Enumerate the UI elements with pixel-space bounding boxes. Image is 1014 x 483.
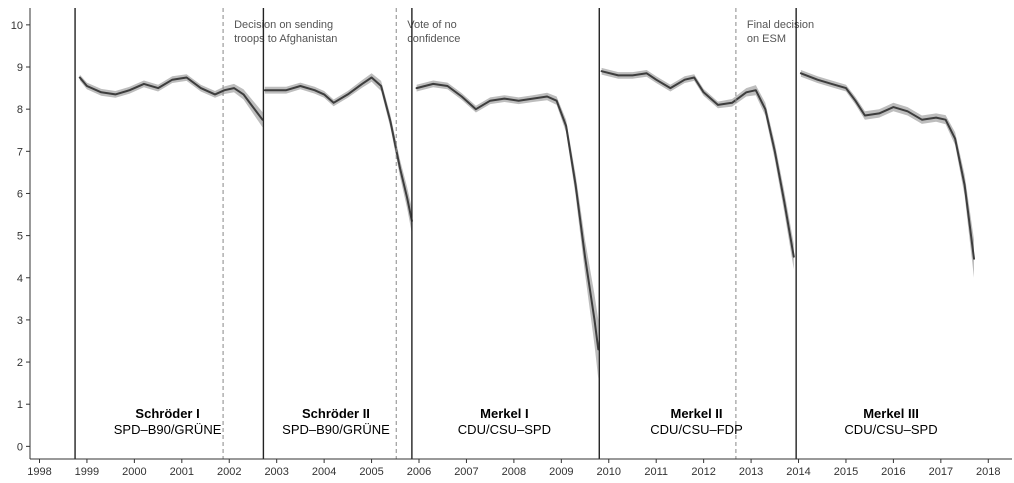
x-tick-label-2009: 2009 — [549, 466, 573, 478]
x-tick-label-2006: 2006 — [407, 466, 431, 478]
y-tick-label-7: 7 — [17, 146, 23, 158]
confidence-band-2 — [264, 73, 412, 234]
x-tick-label-2003: 2003 — [264, 466, 288, 478]
event-label-1-line-2: troops to Afghanistan — [234, 33, 337, 45]
event-label-3-line-1: Final decision — [747, 19, 814, 31]
government-coalition-2: SPD–B90/GRÜNE — [282, 422, 390, 437]
government-name-2: Schröder II — [302, 406, 370, 421]
y-tick-label-8: 8 — [17, 104, 23, 116]
x-tick-label-2012: 2012 — [691, 466, 715, 478]
y-tick-label-0: 0 — [17, 441, 23, 453]
series-line-5 — [799, 72, 975, 260]
government-coalition-1: SPD–B90/GRÜNE — [114, 422, 222, 437]
series-lines — [78, 70, 975, 351]
confidence-bands — [79, 67, 974, 379]
x-tick-label-1999: 1999 — [75, 466, 99, 478]
series-line-3 — [415, 82, 600, 351]
event-label-3-line-2: on ESM — [747, 33, 786, 45]
y-tick-label-9: 9 — [17, 62, 23, 74]
confidence-band-4 — [601, 67, 794, 270]
axes: 0 1 2 3 4 5 6 7 8 9 10 1998 1999 2000 2001 2002 2003 2004… — [11, 8, 1012, 478]
x-tick-label-2018: 2018 — [976, 466, 1000, 478]
y-tick-label-1: 1 — [17, 399, 23, 411]
government-coalition-3: CDU/CSU–SPD — [458, 422, 551, 437]
y-tick-label-2: 2 — [17, 357, 23, 369]
x-tick-label-2008: 2008 — [502, 466, 526, 478]
event-markers: Decision on sending troops to Afghanistan… — [222, 8, 814, 459]
government-coalition-4: CDU/CSU–FDP — [650, 422, 742, 437]
x-tick-label-2001: 2001 — [170, 466, 194, 478]
x-tick-label-2005: 2005 — [359, 466, 383, 478]
government-name-3: Merkel I — [480, 406, 528, 421]
x-tick-label-2013: 2013 — [739, 466, 763, 478]
series-line-2 — [263, 76, 413, 222]
x-tick-label-2011: 2011 — [644, 466, 668, 478]
x-tick-label-2014: 2014 — [786, 466, 810, 478]
y-tick-label-10: 10 — [11, 20, 23, 32]
y-tick-label-5: 5 — [17, 231, 23, 243]
x-tick-label-1998: 1998 — [27, 466, 51, 478]
event-label-2-line-1: Vote of no — [407, 19, 457, 31]
x-tick-label-2004: 2004 — [312, 466, 336, 478]
series-line-1 — [78, 76, 264, 121]
government-name-4: Merkel II — [671, 406, 723, 421]
government-boundaries — [74, 8, 797, 459]
event-label-1-line-1: Decision on sending — [234, 19, 333, 31]
x-tick-label-2016: 2016 — [881, 466, 905, 478]
government-name-5: Merkel III — [863, 406, 919, 421]
event-label-2-line-2: confidence — [407, 33, 460, 45]
x-tick-label-2000: 2000 — [122, 466, 146, 478]
confidence-band-5 — [800, 70, 974, 278]
x-tick-label-2017: 2017 — [929, 466, 953, 478]
confidence-band-1 — [79, 74, 263, 128]
x-tick-label-2002: 2002 — [217, 466, 241, 478]
confidence-band-3 — [416, 80, 599, 379]
y-tick-label-4: 4 — [17, 273, 23, 285]
series-line-4 — [600, 70, 795, 258]
y-tick-label-3: 3 — [17, 315, 23, 327]
government-coalition-5: CDU/CSU–SPD — [844, 422, 937, 437]
x-tick-label-2010: 2010 — [597, 466, 621, 478]
government-name-1: Schröder I — [135, 406, 199, 421]
y-tick-label-6: 6 — [17, 188, 23, 200]
x-tick-label-2015: 2015 — [834, 466, 858, 478]
x-tick-label-2007: 2007 — [454, 466, 478, 478]
